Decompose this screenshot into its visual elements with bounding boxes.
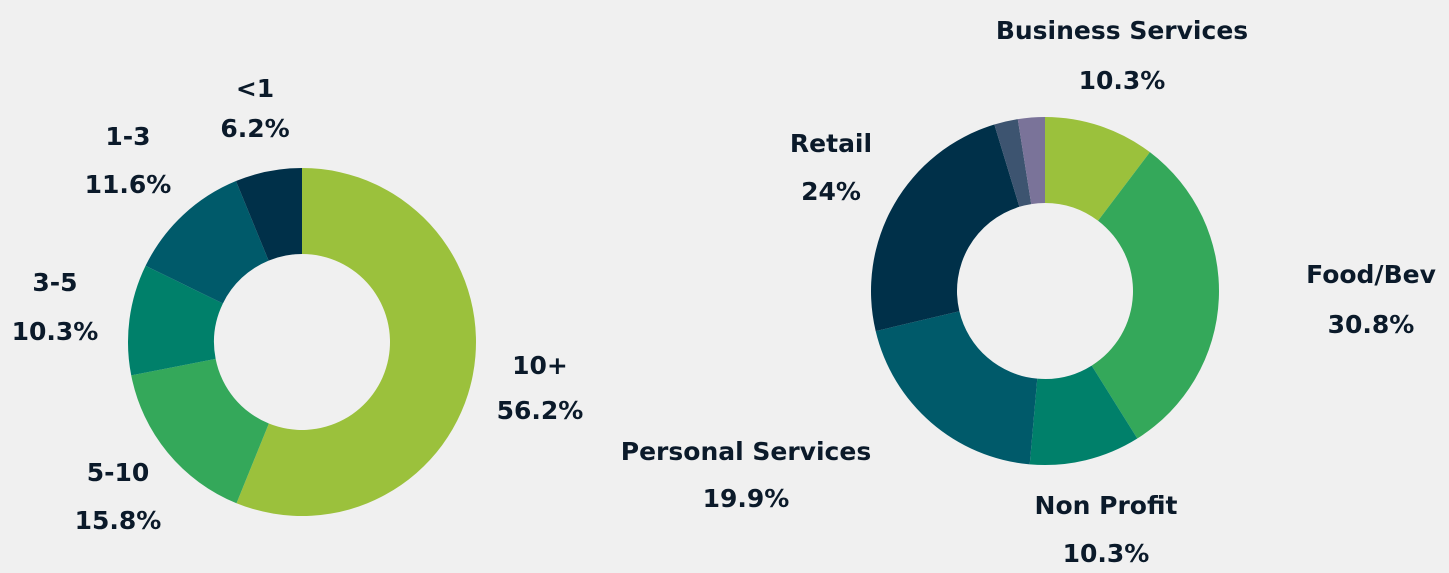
donut-slice [1029, 365, 1138, 465]
slice-value: 15.8% [75, 506, 162, 535]
slice-value: 10.3% [1079, 66, 1166, 95]
slice-label: Non Profit [1035, 491, 1178, 520]
slice-value: 10.3% [12, 317, 99, 346]
donut-slice [236, 168, 476, 517]
slice-value: 24% [801, 177, 861, 206]
slice-label: Retail [790, 129, 872, 158]
donut-slice [1091, 152, 1220, 439]
donut-slice [145, 181, 269, 304]
donut-slice [128, 265, 223, 376]
slice-label: 5-10 [87, 458, 150, 487]
slice-value: 56.2% [497, 396, 584, 425]
slice-label: Business Services [996, 16, 1248, 45]
slice-label: Food/Bev [1306, 260, 1436, 289]
donut-slice [994, 119, 1032, 207]
slice-label: Personal Services [621, 437, 871, 466]
donut-slice [871, 124, 1020, 332]
slice-label: <1 [236, 74, 274, 103]
slice-label: 10+ [512, 351, 568, 380]
slice-label: 3-5 [32, 268, 77, 297]
slice-label: 1-3 [105, 122, 150, 151]
slice-value: 11.6% [85, 170, 172, 199]
slice-value: 6.2% [220, 114, 289, 143]
slice-value: 10.3% [1063, 539, 1150, 568]
donut-slice [875, 311, 1038, 465]
donut-slice [1045, 117, 1150, 221]
donut-slice [1017, 117, 1045, 205]
donut-slice [235, 168, 302, 261]
slice-value: 30.8% [1328, 310, 1415, 339]
slice-value: 19.9% [703, 484, 790, 513]
donut-slice [131, 358, 269, 504]
